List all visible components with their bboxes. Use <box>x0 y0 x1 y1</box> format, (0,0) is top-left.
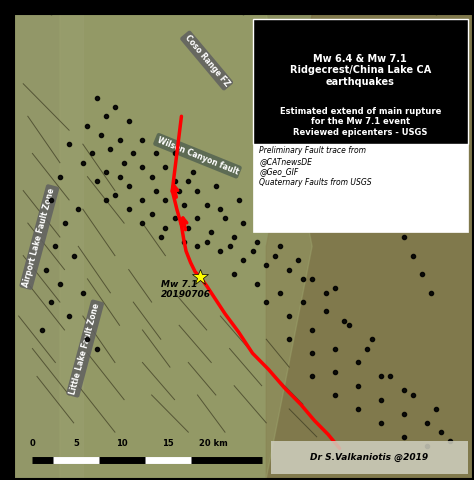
Text: 5: 5 <box>73 439 79 448</box>
Text: 0: 0 <box>29 439 35 448</box>
Polygon shape <box>60 14 312 479</box>
Text: Mw 6.4 & Mw 7.1
Ridgecrest/China Lake CA
earthquakes: Mw 6.4 & Mw 7.1 Ridgecrest/China Lake CA… <box>290 54 431 87</box>
FancyBboxPatch shape <box>253 144 468 232</box>
Text: Little Lake Fault Zone: Little Lake Fault Zone <box>69 302 102 395</box>
Polygon shape <box>266 14 473 479</box>
Text: Mw 7.1
20190706: Mw 7.1 20190706 <box>161 280 211 300</box>
Text: Wilson Canyon fault: Wilson Canyon fault <box>155 135 239 176</box>
Text: 117.45°W: 117.45°W <box>411 0 461 10</box>
Text: Preliminary Fault trace from
@CATnewsDE
@Geo_GIF
Quaternary Faults from USGS: Preliminary Fault trace from @CATnewsDE … <box>259 146 372 187</box>
Text: 10: 10 <box>116 439 128 448</box>
FancyBboxPatch shape <box>271 442 468 474</box>
FancyBboxPatch shape <box>253 19 468 144</box>
Text: Coso Range FZ: Coso Range FZ <box>182 33 231 88</box>
Text: Airport Lake Fault Zone: Airport Lake Fault Zone <box>22 187 57 288</box>
Text: 117.75°W: 117.75°W <box>26 0 75 10</box>
Text: Estimated extend of main rupture
for the Mw 7.1 event
Reviewed epicenters - USGS: Estimated extend of main rupture for the… <box>280 107 441 137</box>
Text: 15: 15 <box>162 439 173 448</box>
Bar <box>14 14 83 479</box>
Text: N 35.85°: N 35.85° <box>0 113 9 147</box>
Text: Dr S.Valkaniotis @2019: Dr S.Valkaniotis @2019 <box>310 453 428 462</box>
Text: 117.60°W: 117.60°W <box>219 0 268 10</box>
Text: N 35.70°: N 35.70° <box>0 266 9 300</box>
Text: 20 km: 20 km <box>199 439 228 448</box>
